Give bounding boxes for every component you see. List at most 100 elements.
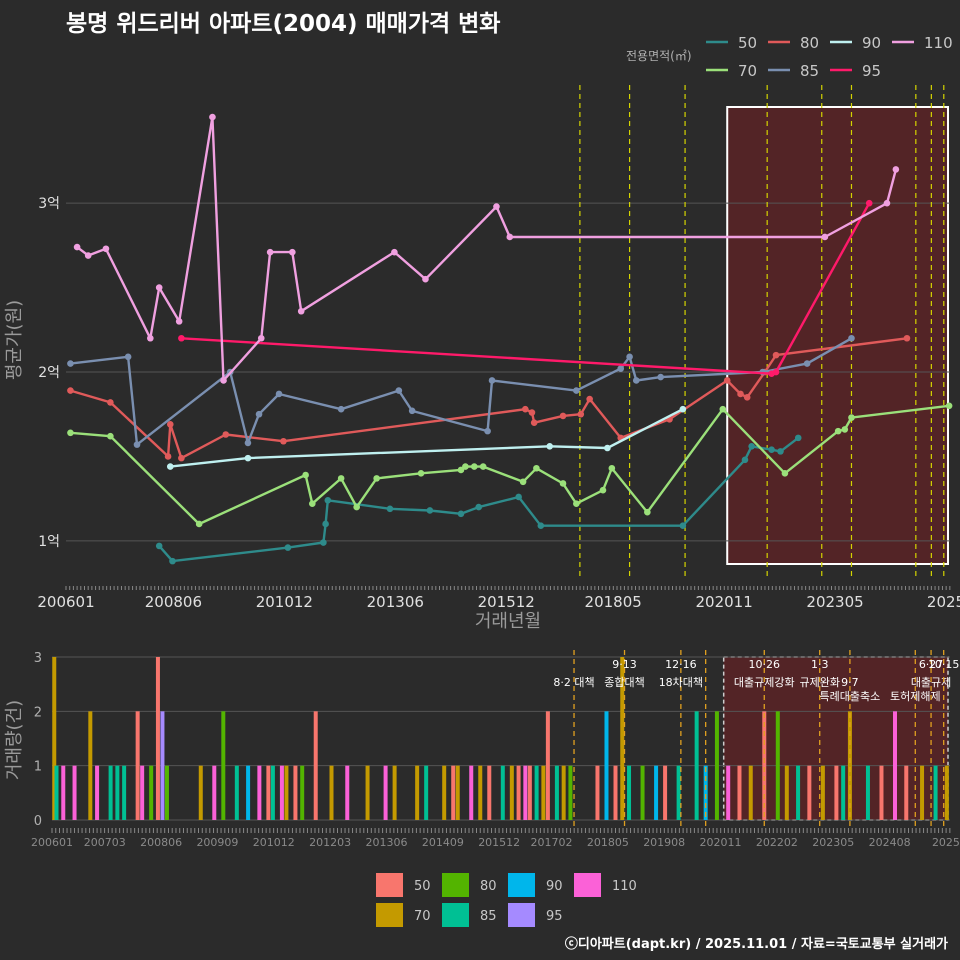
legend-swatch-bottom-95 (508, 903, 535, 927)
volume-bar-70 (620, 657, 625, 820)
volume-bar-50 (613, 765, 618, 820)
volume-bar-80 (714, 711, 719, 820)
data-point-70 (373, 475, 380, 482)
volume-bar-70 (392, 765, 397, 820)
data-point-70 (841, 426, 849, 433)
data-point-95 (865, 199, 873, 207)
x-tick-label-bottom: 202305 (812, 836, 854, 849)
volume-bar-50 (293, 765, 298, 820)
volume-bar-70 (478, 765, 483, 820)
volume-bar-85 (694, 711, 699, 820)
data-point-50 (475, 503, 483, 511)
policy-label: 종합대책 (604, 676, 644, 689)
data-point-110 (257, 334, 265, 342)
y-tick-label-bottom: 0 (34, 814, 42, 829)
volume-bar-110 (279, 765, 284, 820)
volume-bar-80 (568, 765, 573, 820)
legend-label-bottom-70: 70 (414, 909, 431, 924)
data-point-90 (244, 454, 252, 462)
data-point-110 (892, 166, 900, 173)
volume-bar-85 (234, 765, 239, 820)
x-tick-label-bottom: 200601 (31, 836, 73, 849)
volume-bar-70 (198, 765, 203, 820)
policy-label: 대출규제강화 (734, 676, 795, 689)
volume-bar-110 (140, 765, 145, 820)
y-tick-label-bottom: 2 (34, 705, 42, 720)
data-point-70 (67, 429, 74, 437)
policy-label: 특례대출축소 (820, 690, 881, 703)
volume-bar-110 (523, 765, 528, 820)
data-point-110 (493, 203, 500, 210)
volume-bar-110 (469, 765, 474, 820)
legend-label-bottom-110: 110 (612, 879, 637, 894)
data-point-85 (626, 353, 633, 361)
x-tick-label-bottom: 200703 (84, 836, 126, 849)
legend-title: 전용면적(㎡) (626, 49, 692, 63)
data-point-80 (723, 377, 731, 384)
volume-bar-110 (383, 765, 388, 820)
data-point-85 (133, 441, 141, 448)
x-tick-label-bottom: 201908 (643, 836, 685, 849)
data-point-50 (748, 443, 755, 450)
policy-label: 6·27 (919, 658, 944, 671)
x-tick-label-bottom: 200806 (140, 836, 182, 849)
data-point-110 (391, 248, 398, 256)
data-point-80 (280, 437, 287, 445)
data-point-70 (353, 503, 360, 511)
legend-swatch-bottom-85 (442, 903, 469, 927)
x-tick-label-bottom: 202202 (756, 836, 798, 849)
data-point-85 (275, 390, 283, 398)
x-tick-label: 2025 (927, 593, 960, 611)
data-point-50 (320, 539, 327, 546)
legend-label-bottom-80: 80 (480, 879, 497, 894)
data-point-80 (222, 431, 230, 438)
data-point-110 (821, 233, 829, 241)
y-axis-title-bottom: 거래량(건) (4, 700, 25, 780)
volume-bar-50 (595, 765, 600, 820)
data-point-110 (155, 284, 163, 291)
x-tick-label-bottom: 201805 (587, 836, 629, 849)
x-tick-label: 201306 (367, 593, 424, 611)
data-point-70 (195, 520, 203, 528)
volume-bar-50 (737, 765, 742, 820)
volume-bar-70 (88, 711, 93, 820)
data-point-70 (337, 475, 345, 482)
volume-bar-110 (61, 765, 66, 820)
data-point-85 (255, 410, 263, 418)
x-tick-label: 201805 (585, 593, 642, 611)
volume-bar-50 (904, 765, 909, 820)
data-point-85 (395, 387, 403, 394)
volume-bar-80 (640, 765, 645, 820)
y-tick-label: 2억 (38, 365, 60, 381)
data-point-70 (848, 414, 855, 421)
data-point-110 (422, 275, 429, 283)
legend-label-85: 85 (800, 62, 819, 80)
volume-bar-70 (820, 765, 825, 820)
data-point-90 (604, 444, 611, 452)
series-line-50 (158, 436, 799, 563)
data-point-50 (155, 542, 163, 550)
volume-bar-50 (451, 765, 456, 820)
data-point-80 (737, 390, 744, 398)
volume-bar-110 (257, 765, 262, 820)
volume-bar-50 (266, 765, 271, 820)
data-point-85 (617, 365, 625, 372)
volume-bar-110 (212, 765, 217, 820)
x-tick-label-bottom: 201409 (422, 836, 464, 849)
y-tick-label: 1억 (38, 534, 60, 550)
legend-swatch-bottom-80 (442, 873, 469, 897)
legend-swatch-bottom-90 (508, 873, 535, 897)
legend-swatch-bottom-70 (376, 903, 403, 927)
volume-bar-50 (155, 657, 160, 820)
volume-bar-85 (108, 765, 113, 820)
data-point-110 (266, 248, 274, 256)
data-point-70 (559, 480, 567, 487)
data-point-70 (462, 463, 469, 470)
data-point-80 (178, 454, 185, 462)
data-point-110 (220, 377, 227, 384)
data-point-50 (679, 522, 687, 529)
volume-bar-50 (663, 765, 668, 820)
legend-label-bottom-85: 85 (480, 909, 497, 924)
data-point-110 (289, 248, 296, 256)
